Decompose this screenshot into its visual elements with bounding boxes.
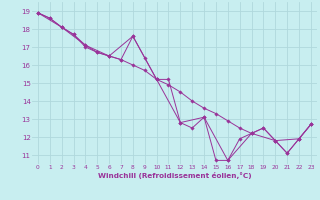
X-axis label: Windchill (Refroidissement éolien,°C): Windchill (Refroidissement éolien,°C) [98, 172, 251, 179]
